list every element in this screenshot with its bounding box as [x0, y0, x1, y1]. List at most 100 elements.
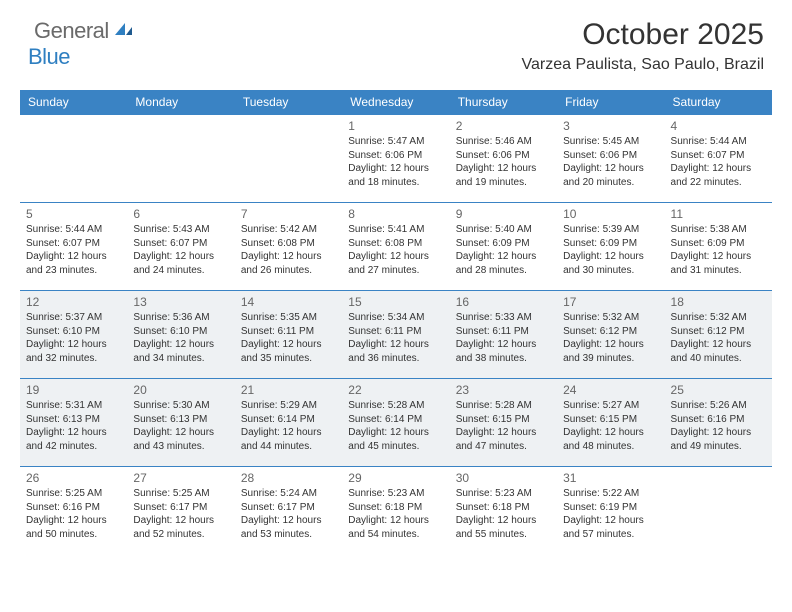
sunset-text: Sunset: 6:17 PM: [241, 501, 336, 515]
sunset-text: Sunset: 6:08 PM: [241, 237, 336, 251]
day-number: 13: [133, 295, 228, 309]
daylight-text: Daylight: 12 hours and 44 minutes.: [241, 426, 336, 453]
sunrise-text: Sunrise: 5:34 AM: [348, 311, 443, 325]
calendar-day-cell: 2Sunrise: 5:46 AMSunset: 6:06 PMDaylight…: [450, 115, 557, 203]
calendar-day-cell: 18Sunrise: 5:32 AMSunset: 6:12 PMDayligh…: [665, 291, 772, 379]
daylight-text: Daylight: 12 hours and 42 minutes.: [26, 426, 121, 453]
daylight-text: Daylight: 12 hours and 28 minutes.: [456, 250, 551, 277]
day-info: Sunrise: 5:34 AMSunset: 6:11 PMDaylight:…: [348, 311, 443, 365]
daylight-text: Daylight: 12 hours and 50 minutes.: [26, 514, 121, 541]
daylight-text: Daylight: 12 hours and 19 minutes.: [456, 162, 551, 189]
calendar-day-cell: 20Sunrise: 5:30 AMSunset: 6:13 PMDayligh…: [127, 379, 234, 467]
day-number: 1: [348, 119, 443, 133]
calendar-day-cell: [665, 467, 772, 555]
calendar-table: SundayMondayTuesdayWednesdayThursdayFrid…: [20, 90, 772, 555]
daylight-text: Daylight: 12 hours and 34 minutes.: [133, 338, 228, 365]
daylight-text: Daylight: 12 hours and 20 minutes.: [563, 162, 658, 189]
daylight-text: Daylight: 12 hours and 54 minutes.: [348, 514, 443, 541]
sunset-text: Sunset: 6:09 PM: [456, 237, 551, 251]
daylight-text: Daylight: 12 hours and 36 minutes.: [348, 338, 443, 365]
sunset-text: Sunset: 6:08 PM: [348, 237, 443, 251]
sunrise-text: Sunrise: 5:44 AM: [671, 135, 766, 149]
calendar-week-row: 5Sunrise: 5:44 AMSunset: 6:07 PMDaylight…: [20, 203, 772, 291]
sunrise-text: Sunrise: 5:32 AM: [563, 311, 658, 325]
sunset-text: Sunset: 6:06 PM: [563, 149, 658, 163]
sunrise-text: Sunrise: 5:35 AM: [241, 311, 336, 325]
header: General October 2025 Varzea Paulista, Sa…: [0, 0, 792, 82]
day-info: Sunrise: 5:23 AMSunset: 6:18 PMDaylight:…: [456, 487, 551, 541]
calendar-day-cell: 1Sunrise: 5:47 AMSunset: 6:06 PMDaylight…: [342, 115, 449, 203]
sunset-text: Sunset: 6:10 PM: [26, 325, 121, 339]
calendar-day-cell: 6Sunrise: 5:43 AMSunset: 6:07 PMDaylight…: [127, 203, 234, 291]
daylight-text: Daylight: 12 hours and 55 minutes.: [456, 514, 551, 541]
daylight-text: Daylight: 12 hours and 47 minutes.: [456, 426, 551, 453]
calendar-day-cell: 22Sunrise: 5:28 AMSunset: 6:14 PMDayligh…: [342, 379, 449, 467]
calendar-day-cell: 10Sunrise: 5:39 AMSunset: 6:09 PMDayligh…: [557, 203, 664, 291]
day-info: Sunrise: 5:40 AMSunset: 6:09 PMDaylight:…: [456, 223, 551, 277]
calendar-day-cell: 27 Sunrise: 5:25 AMSunset: 6:17 PMDayligh…: [127, 467, 234, 555]
calendar-day-cell: 24Sunrise: 5:27 AMSunset: 6:15 PMDayligh…: [557, 379, 664, 467]
sunrise-text: Sunrise: 5:25 AM: [26, 487, 121, 501]
day-number: 11: [671, 207, 766, 221]
day-info: Sunrise: 5:42 AMSunset: 6:08 PMDaylight:…: [241, 223, 336, 277]
weekday-header: Tuesday: [235, 90, 342, 115]
day-info: Sunrise: 5:25 AMSunset: 6:17 PMDaylight:…: [133, 487, 228, 541]
day-number: 16: [456, 295, 551, 309]
day-number: 27: [133, 471, 228, 485]
daylight-text: Daylight: 12 hours and 43 minutes.: [133, 426, 228, 453]
day-info: Sunrise: 5:28 AMSunset: 6:14 PMDaylight:…: [348, 399, 443, 453]
calendar-day-cell: 30 Sunrise: 5:23 AMSunset: 6:18 PMDayligh…: [450, 467, 557, 555]
calendar-header-row: SundayMondayTuesdayWednesdayThursdayFrid…: [20, 90, 772, 115]
day-info: Sunrise: 5:35 AMSunset: 6:11 PMDaylight:…: [241, 311, 336, 365]
sunrise-text: Sunrise: 5:42 AM: [241, 223, 336, 237]
day-number: 9: [456, 207, 551, 221]
day-info: Sunrise: 5:27 AMSunset: 6:15 PMDaylight:…: [563, 399, 658, 453]
calendar-day-cell: 23 Sunrise: 5:28 AMSunset: 6:15 PMDayligh…: [450, 379, 557, 467]
calendar-day-cell: 25Sunrise: 5:26 AMSunset: 6:16 PMDayligh…: [665, 379, 772, 467]
sunrise-text: Sunrise: 5:30 AM: [133, 399, 228, 413]
calendar-day-cell: 17Sunrise: 5:32 AMSunset: 6:12 PMDayligh…: [557, 291, 664, 379]
sunset-text: Sunset: 6:16 PM: [671, 413, 766, 427]
sunset-text: Sunset: 6:14 PM: [348, 413, 443, 427]
month-title: October 2025: [522, 18, 765, 52]
daylight-text: Daylight: 12 hours and 18 minutes.: [348, 162, 443, 189]
sunrise-text: Sunrise: 5:24 AM: [241, 487, 336, 501]
day-number: 30: [456, 471, 551, 485]
calendar-day-cell: 29Sunrise: 5:23 AMSunset: 6:18 PMDayligh…: [342, 467, 449, 555]
day-number: 18: [671, 295, 766, 309]
day-number: 29: [348, 471, 443, 485]
calendar-day-cell: 28Sunrise: 5:24 AMSunset: 6:17 PMDayligh…: [235, 467, 342, 555]
calendar-week-row: 19Sunrise: 5:31 AMSunset: 6:13 PMDayligh…: [20, 379, 772, 467]
daylight-text: Daylight: 12 hours and 35 minutes.: [241, 338, 336, 365]
sunset-text: Sunset: 6:15 PM: [563, 413, 658, 427]
day-info: Sunrise: 5:22 AMSunset: 6:19 PMDaylight:…: [563, 487, 658, 541]
day-info: Sunrise: 5:28 AMSunset: 6:15 PMDaylight:…: [456, 399, 551, 453]
sunset-text: Sunset: 6:06 PM: [456, 149, 551, 163]
sunrise-text: Sunrise: 5:47 AM: [348, 135, 443, 149]
day-info: Sunrise: 5:38 AMSunset: 6:09 PMDaylight:…: [671, 223, 766, 277]
daylight-text: Daylight: 12 hours and 30 minutes.: [563, 250, 658, 277]
sunset-text: Sunset: 6:09 PM: [671, 237, 766, 251]
sunset-text: Sunset: 6:12 PM: [563, 325, 658, 339]
day-number: 21: [241, 383, 336, 397]
day-number: 23: [456, 383, 551, 397]
sunrise-text: Sunrise: 5:28 AM: [456, 399, 551, 413]
day-number: 3: [563, 119, 658, 133]
sunrise-text: Sunrise: 5:44 AM: [26, 223, 121, 237]
calendar-day-cell: 31Sunrise: 5:22 AMSunset: 6:19 PMDayligh…: [557, 467, 664, 555]
daylight-text: Daylight: 12 hours and 26 minutes.: [241, 250, 336, 277]
daylight-text: Daylight: 12 hours and 57 minutes.: [563, 514, 658, 541]
sunset-text: Sunset: 6:09 PM: [563, 237, 658, 251]
calendar-day-cell: 13Sunrise: 5:36 AMSunset: 6:10 PMDayligh…: [127, 291, 234, 379]
calendar-day-cell: 14Sunrise: 5:35 AMSunset: 6:11 PMDayligh…: [235, 291, 342, 379]
day-number: 28: [241, 471, 336, 485]
day-number: 19: [26, 383, 121, 397]
sunset-text: Sunset: 6:16 PM: [26, 501, 121, 515]
day-number: 25: [671, 383, 766, 397]
sunrise-text: Sunrise: 5:22 AM: [563, 487, 658, 501]
day-info: Sunrise: 5:25 AMSunset: 6:16 PMDaylight:…: [26, 487, 121, 541]
daylight-text: Daylight: 12 hours and 22 minutes.: [671, 162, 766, 189]
sunset-text: Sunset: 6:07 PM: [671, 149, 766, 163]
daylight-text: Daylight: 12 hours and 49 minutes.: [671, 426, 766, 453]
daylight-text: Daylight: 12 hours and 45 minutes.: [348, 426, 443, 453]
